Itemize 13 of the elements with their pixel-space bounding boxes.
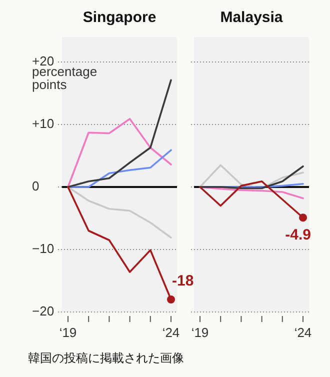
- annotation: -4.9: [285, 226, 311, 244]
- x-tick-label: ‘24: [162, 325, 180, 340]
- y-tick-label: 0: [32, 178, 40, 194]
- y-tick-label: −20: [32, 303, 54, 318]
- chart-title: Malaysia: [220, 9, 284, 26]
- x-tick-label: ‘19: [191, 325, 209, 340]
- x-tick-label: ‘19: [59, 325, 77, 340]
- y-tick-label: −10: [32, 240, 54, 256]
- chart-title: Singapore: [82, 9, 156, 26]
- y-tick-label: +10: [32, 116, 54, 131]
- text: 韓国の投稿に掲載された画像: [28, 351, 184, 365]
- x-tick-label: ‘24: [294, 325, 312, 340]
- annotation: -18: [172, 272, 194, 290]
